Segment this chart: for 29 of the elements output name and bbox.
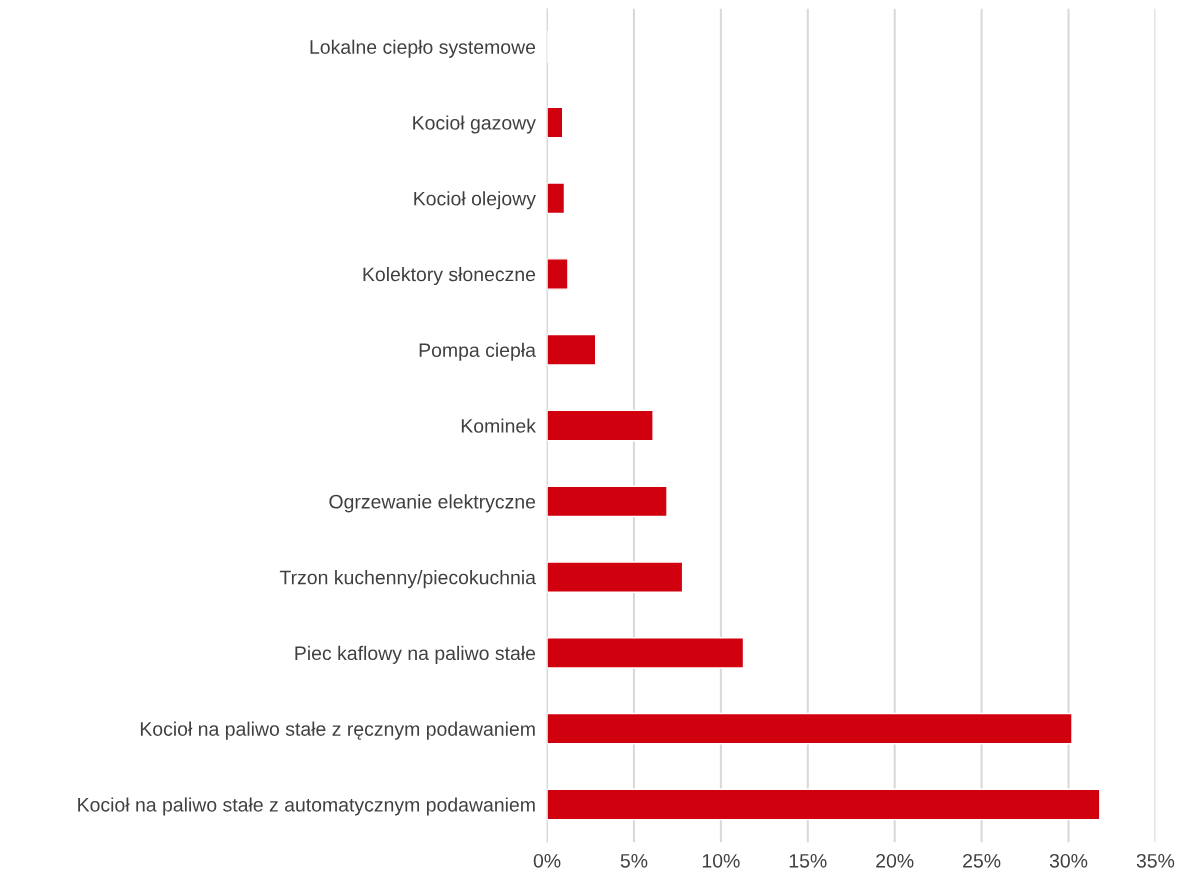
bar <box>547 258 569 290</box>
bar <box>547 182 566 215</box>
x-tick-label: 35% <box>1136 853 1175 868</box>
x-tick-label: 5% <box>620 854 648 868</box>
bar <box>547 561 684 593</box>
y-tick-label: Kocioł na paliwo stałe z automatycznym podawaniem <box>78 797 535 816</box>
y-tick-label: Kolektory słoneczne <box>363 266 536 286</box>
x-tick-label: 25% <box>963 853 1001 868</box>
bar <box>547 788 1101 821</box>
bar <box>547 712 1073 745</box>
bar <box>547 333 597 366</box>
y-tick-label: Ogrzewanie elektryczne <box>329 494 536 513</box>
x-tick-label: 0% <box>533 853 561 868</box>
x-tick-label: 10% <box>702 853 740 868</box>
x-tick-label: 20% <box>876 853 914 868</box>
bar <box>547 106 564 139</box>
y-tick-label: Kocioł na paliwo stałe z ręcznym podawaniem <box>140 721 535 740</box>
y-tick-label: Kominek <box>461 418 536 433</box>
x-tick-label: 15% <box>789 854 827 868</box>
y-tick-label: Pompa ciepła <box>419 342 536 361</box>
bar <box>547 409 654 442</box>
y-tick-label: Lokalne ciepło systemowe <box>310 39 536 58</box>
y-tick-label: Kocioł olejowy <box>414 191 536 210</box>
x-tick-label: 30% <box>1049 853 1088 868</box>
y-tick-label: Trzon kuchenny/piecokuchnia <box>279 570 536 589</box>
bar <box>547 485 668 518</box>
bar <box>547 637 745 669</box>
y-tick-label: Piec kaflowy na paliwo stałe <box>295 645 536 664</box>
y-tick-label: Kocioł gazowy <box>413 115 536 134</box>
